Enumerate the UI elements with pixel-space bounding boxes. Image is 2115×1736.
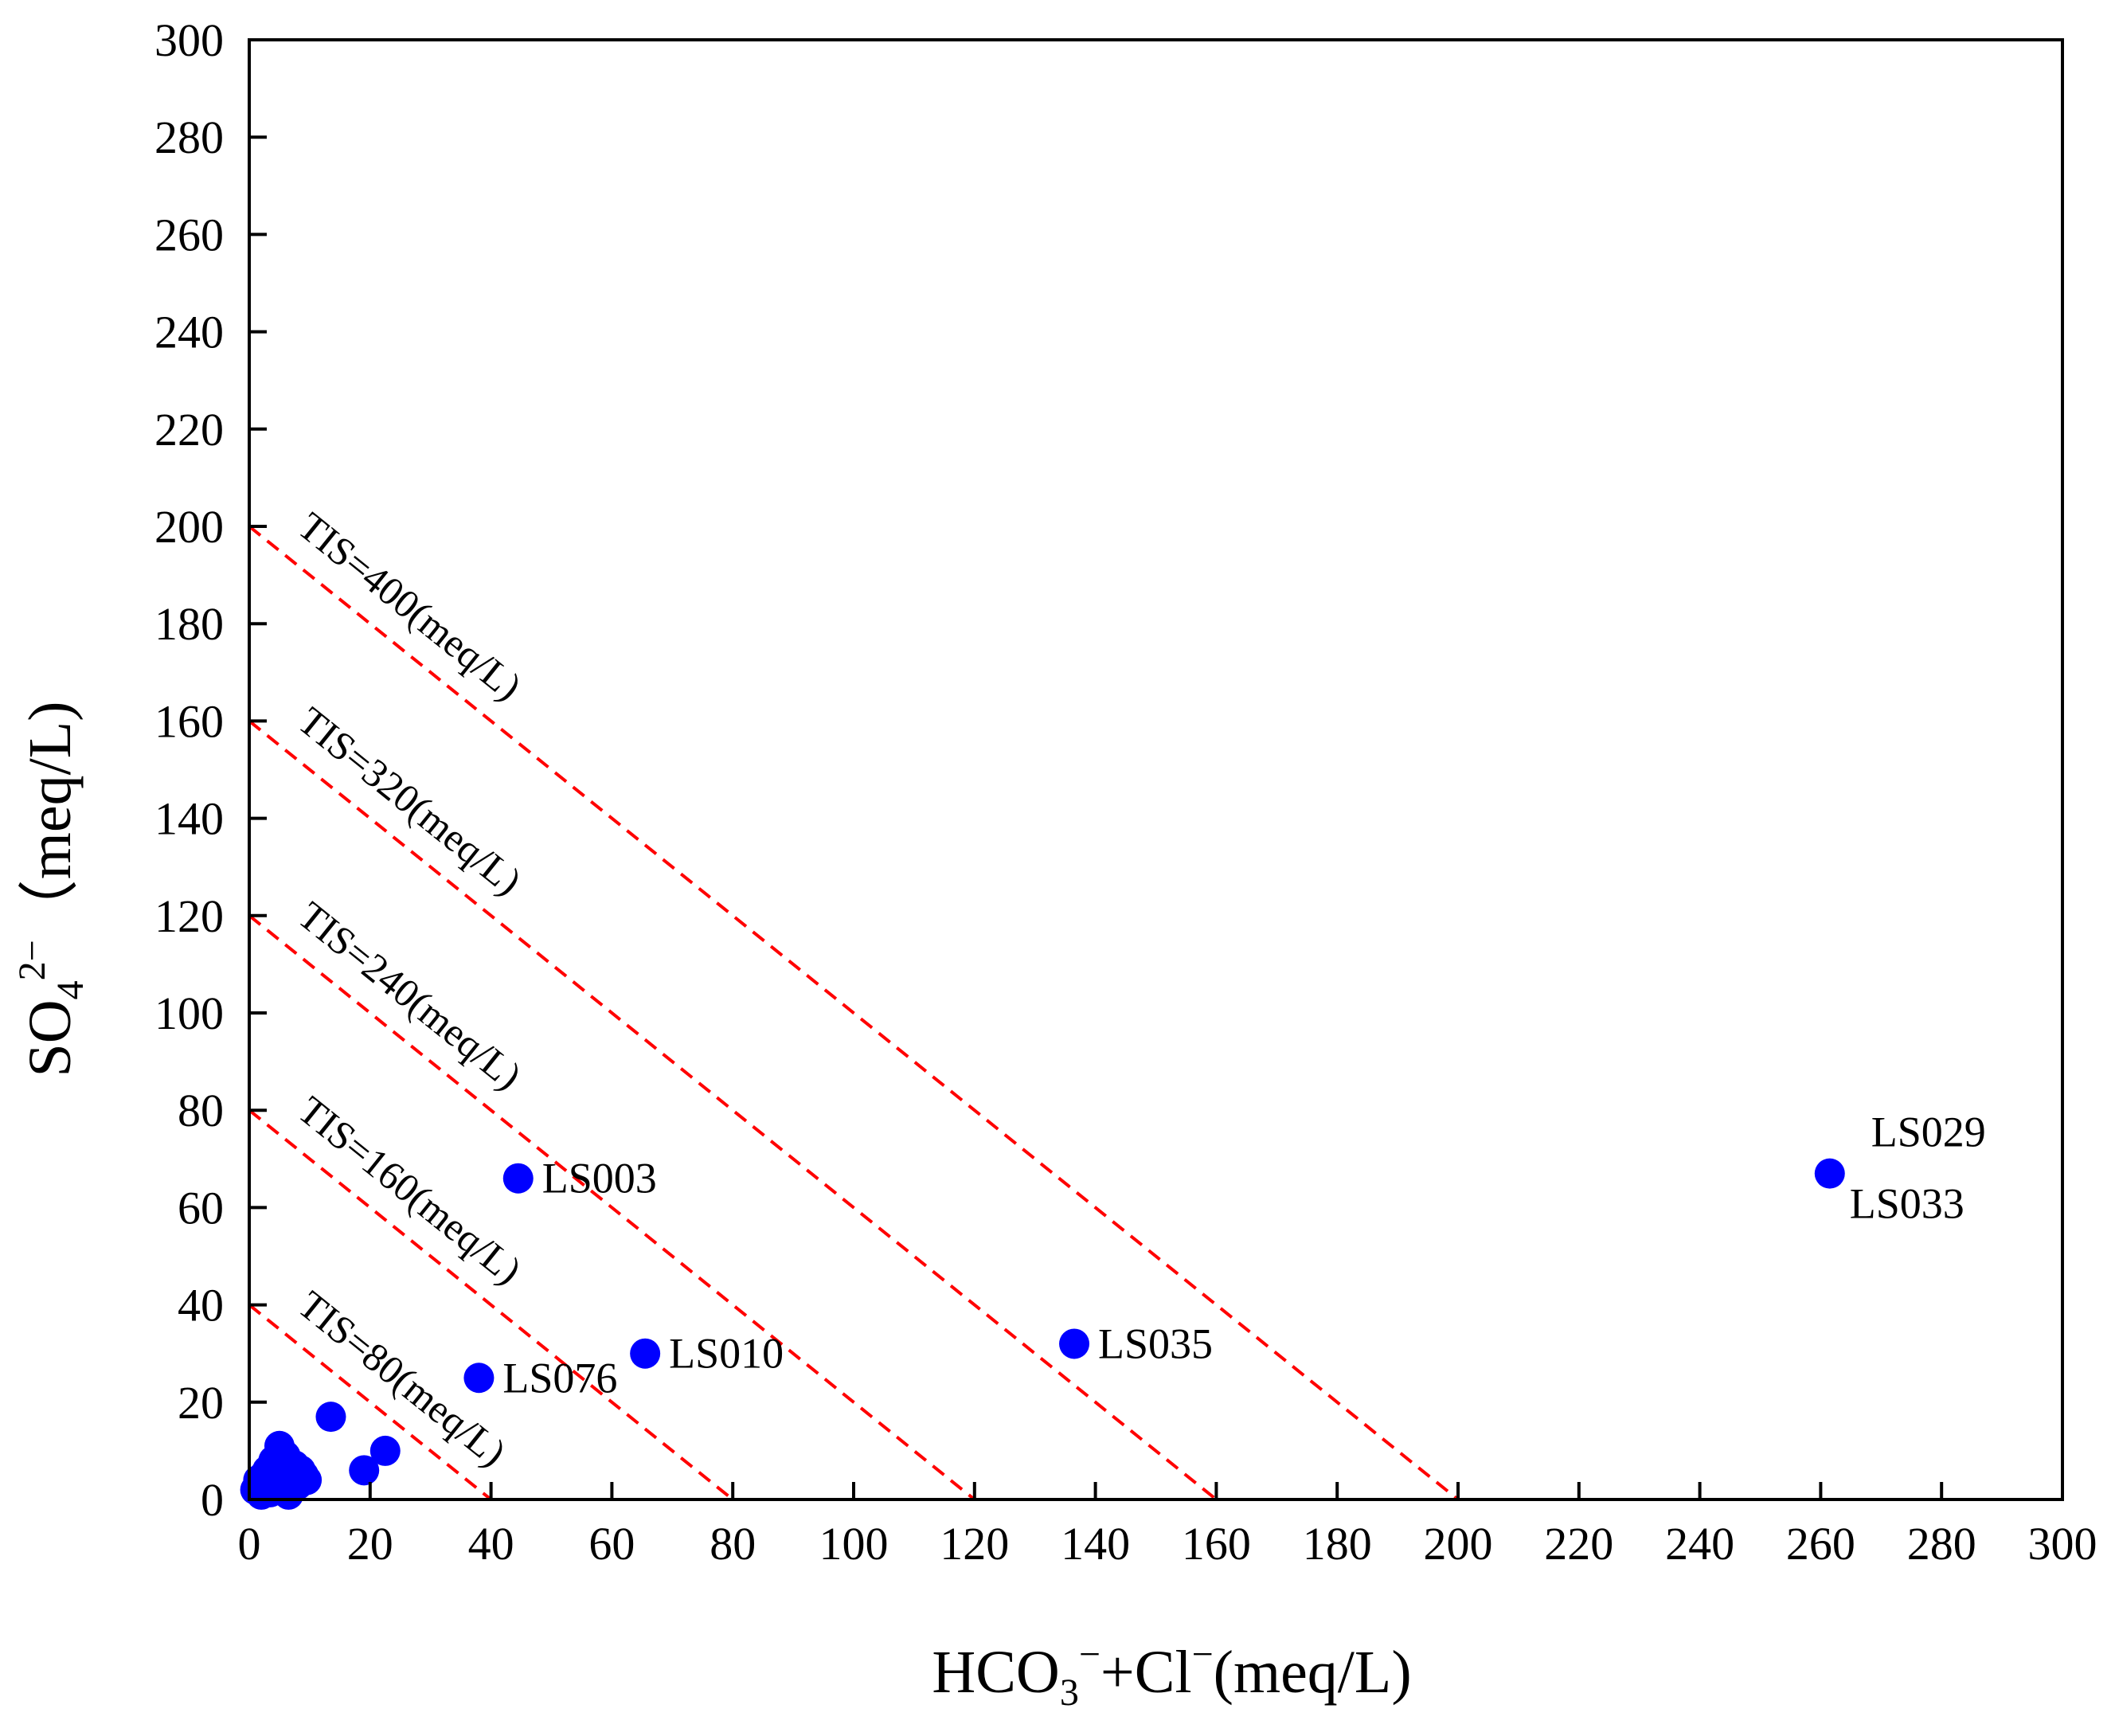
point-labels: LS076 LS003 LS010 LS035 LS029 LS033 (502, 1108, 1985, 1402)
y-tick-label: 180 (154, 598, 224, 650)
data-point (1059, 1328, 1090, 1359)
data-point (463, 1363, 495, 1394)
data-point (369, 1435, 401, 1466)
y-tick-label: 260 (154, 209, 224, 260)
x-tick-label: 280 (1907, 1518, 1976, 1570)
data-points (240, 1158, 1845, 1510)
x-tick-label: 0 (238, 1518, 261, 1570)
point-label-ls010: LS010 (669, 1330, 784, 1378)
y-title-unit: （meq/L) (17, 702, 84, 940)
x-tick-label: 240 (1665, 1518, 1734, 1570)
tis-line-240 (248, 914, 976, 1501)
x-tick-label: 180 (1303, 1518, 1372, 1570)
data-point (291, 1464, 323, 1496)
x-title-mid: +Cl (1101, 1639, 1192, 1706)
point-label-ls076: LS076 (502, 1354, 617, 1402)
x-tick-label: 40 (468, 1518, 514, 1570)
plot-frame (248, 38, 2064, 1501)
point-label-ls029: LS029 (1871, 1108, 1986, 1156)
y-axis-ticks: 0 20 40 60 80 100 120 140 160 180 200 220 240 260 280 3… (154, 14, 267, 1526)
y-tick-label: 240 (154, 307, 224, 358)
x-title-base: HCO (932, 1639, 1059, 1706)
x-tick-label: 140 (1061, 1518, 1130, 1570)
y-tick-label: 140 (154, 793, 224, 845)
x-title-unit: (meq/L) (1214, 1639, 1412, 1706)
data-point (315, 1402, 346, 1433)
x-title-sub: 3 (1060, 1671, 1079, 1714)
x-title-sup: − (1079, 1633, 1101, 1675)
y-axis-title: SO42−（meq/L) (11, 702, 92, 1077)
y-tick-label: 160 (154, 695, 224, 747)
x-axis-title: HCO3−+Cl−(meq/L) (932, 1633, 1411, 1714)
data-point (630, 1338, 661, 1369)
y-title-sub: 4 (49, 980, 92, 999)
y-tick-label: 60 (178, 1182, 224, 1234)
x-tick-label: 120 (940, 1518, 1009, 1570)
data-point (502, 1163, 534, 1194)
x-tick-label: 80 (710, 1518, 756, 1570)
y-tick-label: 120 (154, 890, 224, 942)
point-label-ls003: LS003 (542, 1155, 657, 1202)
x-tick-label: 300 (2028, 1518, 2097, 1570)
x-tick-label: 100 (819, 1518, 889, 1570)
x-tick-label: 200 (1424, 1518, 1493, 1570)
x-tick-label: 60 (588, 1518, 635, 1570)
y-tick-label: 200 (154, 501, 224, 553)
point-label-ls035: LS035 (1098, 1320, 1213, 1367)
x-tick-label: 260 (1786, 1518, 1855, 1570)
x-tick-label: 160 (1182, 1518, 1251, 1570)
data-point (349, 1455, 380, 1486)
tis-line-160 (248, 1108, 734, 1501)
data-point (1814, 1158, 1845, 1189)
y-title-base: SO (17, 999, 84, 1077)
tis-line-80 (248, 1304, 492, 1501)
x-axis-ticks: 0 20 40 60 80 100 120 140 160 180 200 220 240 260 280 3… (238, 1482, 2097, 1570)
y-tick-label: 280 (154, 111, 224, 163)
x-tick-label: 220 (1544, 1518, 1613, 1570)
y-tick-label: 100 (154, 987, 224, 1039)
y-tick-label: 0 (201, 1474, 224, 1526)
y-tick-label: 300 (154, 14, 224, 66)
x-tick-label: 20 (347, 1518, 393, 1570)
y-tick-label: 40 (178, 1280, 224, 1331)
x-title-sup2: − (1192, 1633, 1214, 1675)
point-label-ls033: LS033 (1850, 1180, 1964, 1228)
y-title-sup: 2− (11, 940, 53, 980)
y-tick-label: 20 (178, 1377, 224, 1429)
y-tick-label: 220 (154, 404, 224, 456)
y-tick-label: 80 (178, 1085, 224, 1136)
tis-line-400 (248, 525, 1460, 1501)
